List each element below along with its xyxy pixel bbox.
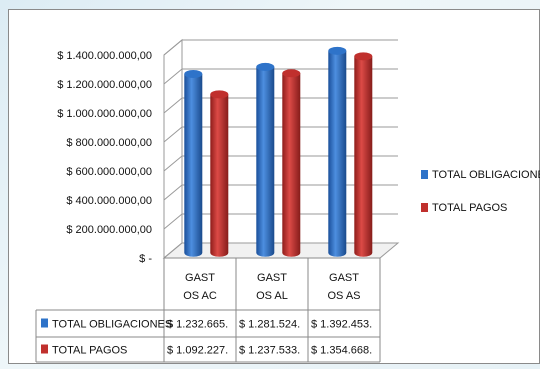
category-label: GAST — [257, 272, 287, 284]
bar-body — [210, 94, 228, 256]
y-tick-label: $ 1.400.000.000,00 — [57, 50, 152, 62]
y-tick-label: $ - — [139, 253, 152, 265]
category-label: OS AC — [183, 290, 217, 302]
y-tick-label: $ 1.200.000.000,00 — [57, 79, 152, 91]
category-label: GAST — [185, 272, 215, 284]
table-cell: $ 1.237.533. — [239, 345, 300, 357]
row-label: TOTAL OBLIGACIONES — [52, 319, 172, 331]
row-swatch — [41, 319, 48, 328]
bar-top — [210, 90, 228, 98]
category-label: OS AL — [256, 290, 288, 302]
y-axis-ticks: $ - $ 200.000.000,00 $ 400.000.000,00 $ 600… — [57, 50, 152, 265]
bar-top — [328, 47, 346, 55]
table-cell: $ 1.354.668. — [311, 345, 372, 357]
table-cell: $ 1.092.227. — [167, 345, 228, 357]
bar — [184, 70, 202, 257]
bar-top — [184, 70, 202, 78]
y-tick-label: $ 200.000.000,00 — [66, 224, 152, 236]
bar — [328, 47, 346, 257]
y-tick-label: $ 600.000.000,00 — [66, 166, 152, 178]
bar-body — [184, 74, 202, 257]
data-table: GAST OS AC GAST OS AL GAST OS AS TOTAL OBLIGAC… — [36, 258, 380, 362]
side-wall — [164, 40, 182, 258]
bar-top — [282, 69, 300, 77]
legend: TOTAL OBLIGACIONES TOTAL PAGOS — [421, 169, 540, 214]
row-label: TOTAL PAGOS — [52, 345, 127, 357]
legend-label: TOTAL PAGOS — [432, 202, 507, 214]
row-swatch — [41, 345, 48, 354]
table-cell: $ 1.281.524. — [239, 319, 300, 331]
table-cell: $ 1.232.665. — [167, 319, 228, 331]
table-cell: $ 1.392.453. — [311, 319, 372, 331]
bar — [354, 52, 372, 256]
bar — [256, 63, 274, 257]
bar-body — [354, 56, 372, 256]
category-label: OS AS — [327, 290, 360, 302]
category-label: GAST — [329, 272, 359, 284]
y-tick-label: $ 1.000.000.000,00 — [57, 108, 152, 120]
bar-top — [256, 63, 274, 71]
bar-body — [328, 51, 346, 257]
bar — [282, 69, 300, 256]
bar — [210, 90, 228, 256]
bars — [184, 47, 372, 257]
legend-label: TOTAL OBLIGACIONES — [432, 169, 540, 181]
bar-body — [282, 73, 300, 256]
bar-body — [256, 67, 274, 257]
y-tick-label: $ 400.000.000,00 — [66, 195, 152, 207]
bar-top — [354, 52, 372, 60]
legend-swatch — [421, 170, 428, 179]
legend-swatch — [421, 203, 428, 212]
y-tick-label: $ 800.000.000,00 — [66, 137, 152, 149]
